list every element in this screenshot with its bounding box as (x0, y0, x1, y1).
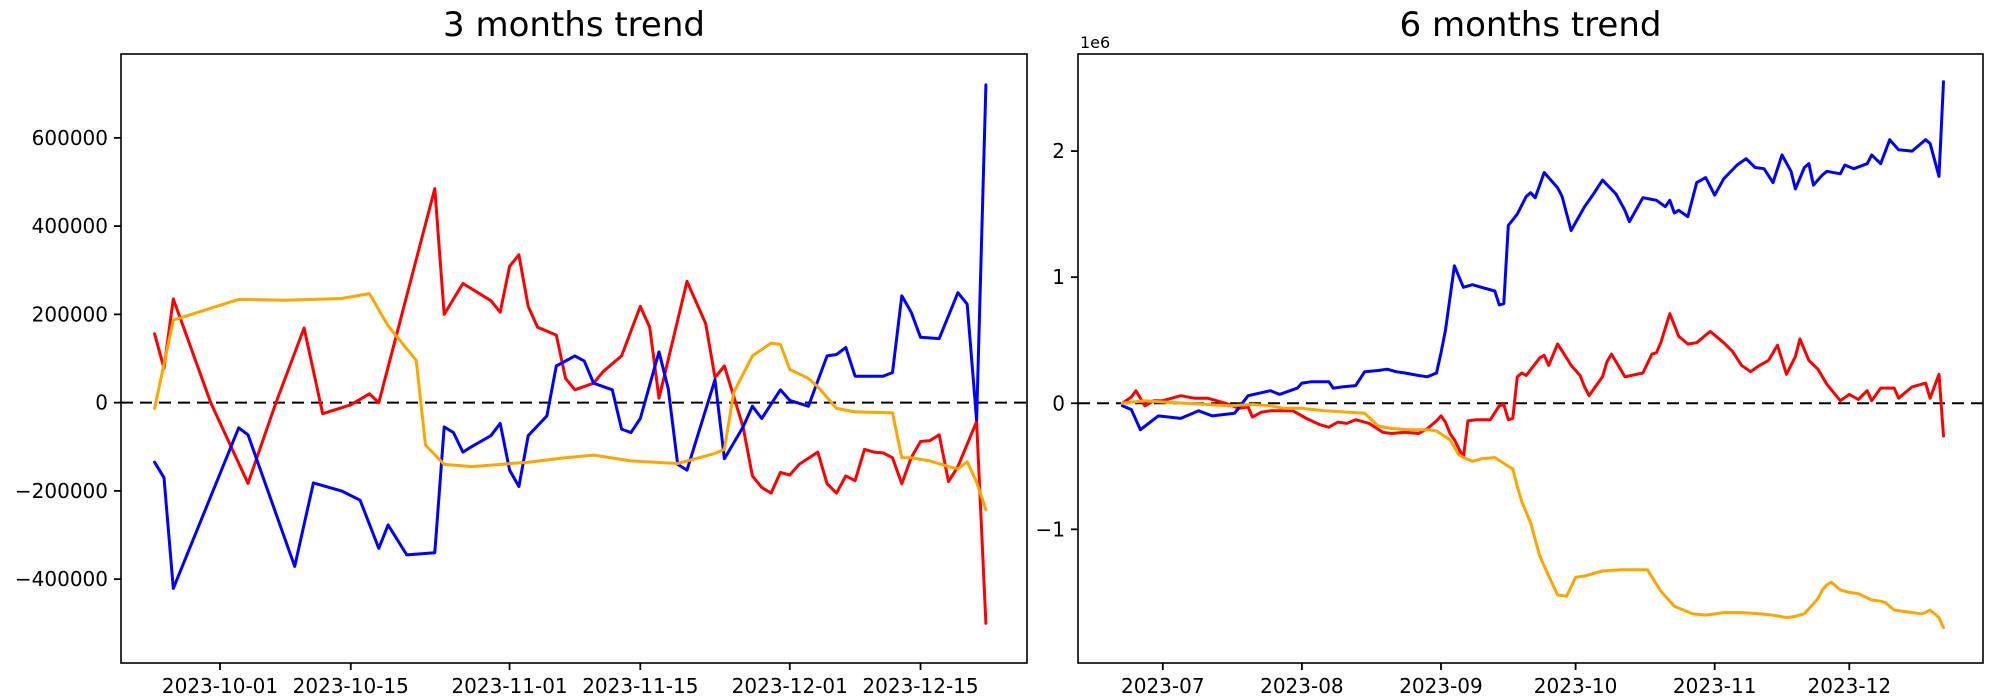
plot-area (1078, 54, 1983, 663)
series-line-red (153, 187, 988, 625)
x-tick-label: 2023-11-01 (451, 674, 567, 698)
y-tick-label: 2 (1052, 139, 1065, 163)
y-axis-offset-label: 1e6 (1080, 33, 1111, 52)
series-line-blue (153, 83, 988, 590)
plot-area (121, 54, 1027, 663)
x-tick-label: 2023-10-15 (293, 674, 409, 698)
y-tick-label: 1 (1052, 265, 1065, 289)
series-line-blue (1120, 80, 1945, 432)
x-tick-label: 2023-08 (1260, 674, 1344, 698)
y-tick-label: 0 (1052, 391, 1065, 415)
y-tick-label: 600000 (32, 126, 108, 150)
y-tick-label: 200000 (32, 302, 108, 326)
x-tick-label: 2023-12 (1808, 674, 1892, 698)
y-tick-label: −200000 (15, 479, 108, 503)
x-tick-label: 2023-10 (1534, 674, 1618, 698)
series-line-orange (1120, 399, 1945, 630)
chart-panel-0: 2023-10-01 2023-10-15 2023-11-01 2023-11-15… (15, 53, 1028, 698)
chart-title-6-months-trend: 6 months trend (1399, 5, 1662, 45)
x-tick-label: 2023-12-15 (862, 674, 978, 698)
x-tick-label: 2023-10-01 (162, 674, 278, 698)
series-line-red (1120, 312, 1945, 459)
x-tick-label: 2023-07 (1121, 674, 1205, 698)
x-tick-label: 2023-11-15 (582, 674, 698, 698)
axes-spines (1077, 53, 1984, 664)
x-tick-label: 2023-12-01 (732, 674, 848, 698)
x-tick-label: 2023-11 (1673, 674, 1757, 698)
axes-spines (120, 53, 1028, 664)
y-tick-label: −1 (1036, 517, 1065, 541)
y-tick-label: 0 (95, 391, 108, 415)
series-line-orange (153, 292, 988, 512)
chart-title-3-months-trend: 3 months trend (443, 5, 705, 45)
x-tick-label: 2023-09 (1399, 674, 1483, 698)
y-tick-label: 400000 (32, 214, 108, 238)
y-tick-label: −400000 (15, 567, 108, 591)
chart-panel-1: 2023-07 2023-08 2023-09 2023-10 2023-11 2023-… (1036, 53, 1984, 698)
